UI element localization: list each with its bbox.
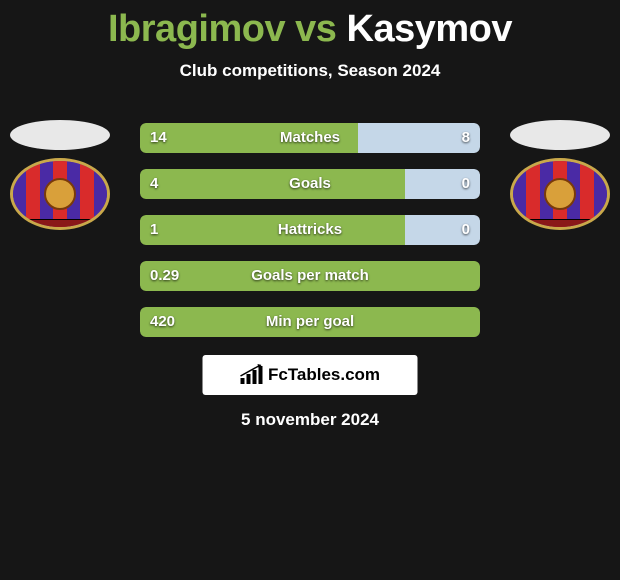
- player1-head-placeholder: [10, 120, 110, 150]
- date-text: 5 november 2024: [0, 410, 620, 430]
- stat-label: Goals per match: [140, 261, 480, 291]
- subtitle: Club competitions, Season 2024: [0, 61, 620, 81]
- stat-row: 148Matches: [140, 123, 480, 153]
- player2-club-badge: [510, 158, 610, 230]
- stat-row: 420Min per goal: [140, 307, 480, 337]
- site-logo: FcTables.com: [203, 355, 418, 395]
- stat-label: Matches: [140, 123, 480, 153]
- player2-name: Kasymov: [347, 8, 512, 50]
- player1-club-badge: [10, 158, 110, 230]
- stat-label: Hattricks: [140, 215, 480, 245]
- player1-avatar: [0, 120, 120, 230]
- badge-ball-icon: [544, 178, 576, 210]
- bar-chart-icon: [240, 364, 264, 386]
- badge-banner: [18, 219, 103, 230]
- stat-row: 10Hattricks: [140, 215, 480, 245]
- vs-text: vs: [295, 8, 336, 50]
- stat-row: 40Goals: [140, 169, 480, 199]
- stat-row: 0.29Goals per match: [140, 261, 480, 291]
- badge-banner: [518, 219, 603, 230]
- player1-name: Ibragimov: [108, 8, 285, 50]
- player2-head-placeholder: [510, 120, 610, 150]
- site-logo-text: FcTables.com: [268, 365, 380, 385]
- comparison-title: Ibragimov vs Kasymov: [0, 0, 620, 51]
- stat-label: Min per goal: [140, 307, 480, 337]
- player2-avatar: [500, 120, 620, 230]
- stat-label: Goals: [140, 169, 480, 199]
- badge-ball-icon: [44, 178, 76, 210]
- stats-container: 148Matches 40Goals 10Hattricks 0.29Goals pe…: [140, 123, 480, 353]
